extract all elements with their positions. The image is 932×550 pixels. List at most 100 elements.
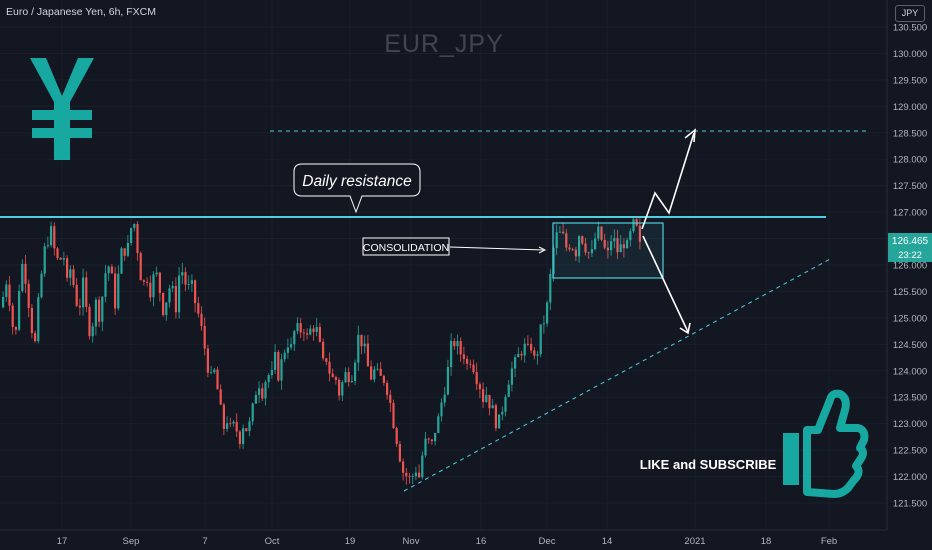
candle-body [302,332,305,334]
candle-body [62,258,65,260]
candle-body [101,296,104,322]
price-tick-label: 121.500 [893,499,927,510]
time-tick-label: Oct [265,536,280,547]
candle-body [110,266,113,274]
candle-body [194,280,197,304]
candle-body [50,226,53,246]
candle-body [606,247,609,251]
candle-body [424,438,427,456]
candle-body [219,389,222,405]
time-tick-label: Nov [403,536,420,547]
candle-body [363,343,366,347]
price-tick-label: 128.500 [893,128,927,139]
candle-body [488,394,491,409]
candle-body [571,249,574,251]
time-tick-label: Sep [123,536,140,547]
time-axis[interactable]: 17 Sep 7 Oct 19 Nov 16 Dec 14 2021 18 Feb [0,529,887,550]
candle-body [322,341,325,359]
time-tick-label: 19 [345,536,356,547]
candle-body [568,247,571,250]
price-tick-label: 125.500 [893,287,927,298]
candle-body [299,323,302,333]
candle-body [632,219,635,232]
candle-body [578,236,581,257]
candle-body [539,324,542,355]
price-tick-label: 129.500 [893,75,927,86]
currency-label[interactable]: JPY [895,5,925,22]
candle-body [293,331,296,345]
time-tick-label: Dec [539,536,556,547]
candle-body [546,302,549,324]
candle-body [277,351,280,381]
candle-body [139,253,142,281]
candle-body [174,286,177,313]
candle-body [533,350,536,356]
candle-body [181,272,184,276]
candle-body [558,231,561,233]
candle-body [526,343,529,345]
candle-body [114,273,117,309]
candle-body [485,394,488,403]
candle-body [130,228,133,244]
price-tick-label: 125.000 [893,313,927,324]
consolidation-label-box[interactable] [362,237,450,256]
candle-body [354,362,357,382]
resistance-callout[interactable] [293,163,421,214]
candle-body [187,284,190,285]
candle-body [21,263,24,292]
candle-body [472,364,475,373]
price-tick-label: 123.000 [893,419,927,430]
candle-body [229,423,232,425]
candle-body [312,328,315,332]
candle-body [75,284,78,306]
candle-body [440,402,443,417]
consolidation-box[interactable] [552,222,664,279]
candle-body [507,384,510,397]
candle-body [258,388,261,395]
candles [2,217,641,485]
candle-body [373,369,376,380]
candle-body [581,236,584,244]
candle-body [222,404,225,429]
candle-body [280,359,283,381]
price-tick-label: 130.000 [893,49,927,60]
candle-body [430,439,433,442]
candle-body [66,258,69,278]
candle-body [501,411,504,415]
candle-body [184,272,187,285]
candle-body [347,372,350,383]
candle-body [162,292,165,316]
candle-body [126,243,129,256]
time-tick-label: 2021 [684,536,705,547]
candle-body [274,351,277,370]
trendline[interactable] [403,257,833,492]
symbol-description[interactable]: Euro / Japanese Yen, 6h, FXCM [6,6,157,18]
bearish-arrow[interactable] [642,235,689,333]
bullish-arrow[interactable] [641,132,695,230]
candle-body [482,389,485,403]
price-tick-label: 122.000 [893,472,927,483]
price-axis[interactable]: 130.500 130.000 129.500 129.000 128.500 128.0… [886,0,932,550]
price-tick-label: 130.500 [893,23,927,34]
candle-body [78,305,81,308]
candle-body [469,363,472,365]
countdown-tag [888,248,932,262]
candle-body [242,428,245,445]
candle-body [245,428,248,432]
candle-body [475,372,478,385]
candle-body [104,273,107,297]
candle-body [549,273,552,303]
candle-body [405,472,408,477]
candle-body [168,288,171,303]
consolidation-pointer [449,246,545,251]
candle-body [418,472,421,478]
candle-body [120,248,123,274]
candle-body [443,394,446,403]
candle-body [597,226,600,239]
candle-body [382,375,385,383]
candle-body [40,273,43,298]
candle-body [421,455,424,478]
candle-body [306,333,309,335]
